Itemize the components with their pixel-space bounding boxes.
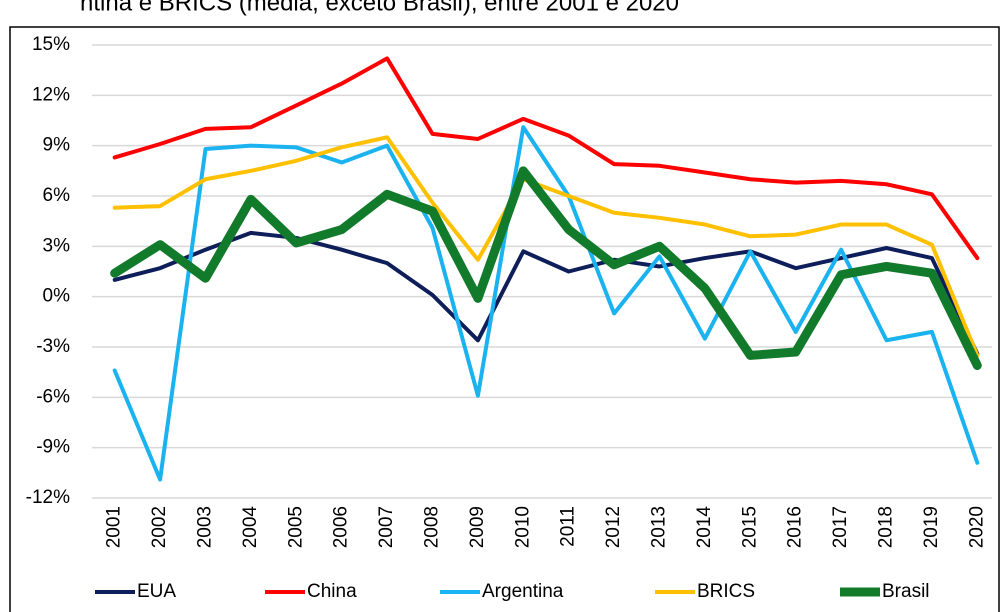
y-tick-label: -6% <box>36 386 70 407</box>
x-tick-label: 2001 <box>104 506 125 548</box>
y-tick-label: 6% <box>43 185 71 206</box>
x-tick-label: 2007 <box>376 506 397 548</box>
y-tick-label: 15% <box>32 34 70 55</box>
x-tick-label: 2006 <box>331 506 352 548</box>
x-tick-label: 2003 <box>195 506 216 548</box>
x-tick-label: 2018 <box>876 506 897 548</box>
y-tick-label: 9% <box>43 135 71 156</box>
y-tick-label: -9% <box>36 437 70 458</box>
x-tick-label: 2014 <box>694 506 715 549</box>
legend-label: Argentina <box>482 581 564 602</box>
x-tick-label: 2013 <box>649 506 670 548</box>
x-tick-label: 2002 <box>149 506 170 548</box>
x-tick-label: 2005 <box>285 506 306 548</box>
x-tick-label: 2010 <box>512 506 533 548</box>
x-tick-label: 2004 <box>240 506 261 549</box>
x-tick-label: 2017 <box>830 506 851 548</box>
legend-label: China <box>307 581 357 602</box>
y-tick-label: -3% <box>36 336 70 357</box>
x-tick-label: 2019 <box>921 506 942 548</box>
legend-label: Brasil <box>882 581 930 602</box>
y-tick-label: 0% <box>43 286 71 307</box>
series-line <box>110 166 982 370</box>
x-tick-label: 2009 <box>467 506 488 548</box>
legend-label: BRICS <box>697 581 755 602</box>
chart-title: ntina e BRICS (média, exceto Brasil), en… <box>80 0 679 16</box>
y-tick-label: 12% <box>32 84 70 105</box>
x-tick-label: 2011 <box>558 506 579 547</box>
x-tick-label: 2012 <box>603 506 624 548</box>
series-line <box>112 125 980 482</box>
x-tick-label: 2016 <box>785 506 806 548</box>
y-tick-label: 3% <box>43 235 71 256</box>
x-tick-label: 2020 <box>966 506 987 548</box>
legend-label: EUA <box>137 581 176 602</box>
y-tick-label: -12% <box>26 487 70 508</box>
series-line <box>112 56 980 261</box>
chart-frame <box>9 26 1000 612</box>
x-tick-label: 2008 <box>422 506 443 548</box>
series-line <box>112 135 980 358</box>
x-tick-label: 2015 <box>739 506 760 548</box>
series-line <box>112 230 980 356</box>
